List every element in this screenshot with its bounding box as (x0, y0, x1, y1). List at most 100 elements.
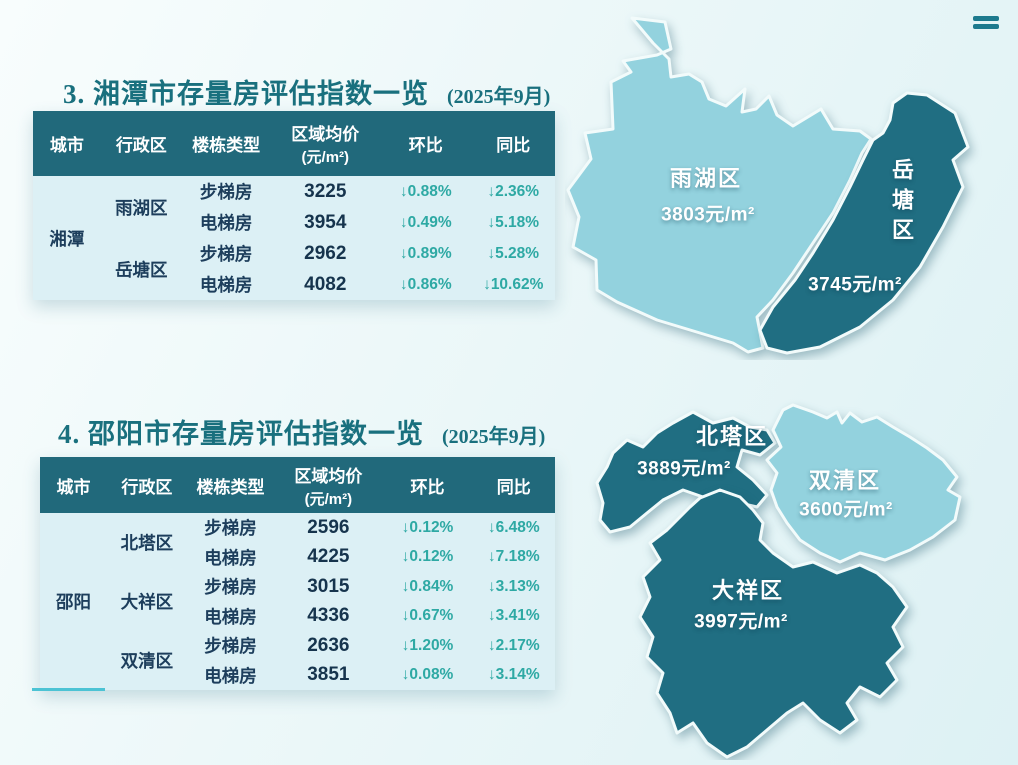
yoy-cell: ↓6.48% (472, 513, 555, 543)
price-cell: 3225 (270, 176, 381, 207)
yoy-cell: ↓7.18% (472, 542, 555, 572)
district-cell: 双清区 (106, 631, 187, 690)
map-region-yuhu (566, 16, 873, 354)
header-city: 城市 (40, 457, 107, 513)
header-avg-price: 区域均价 (元/m²) (270, 111, 381, 176)
table-row: 岳塘区 步梯房 2962 ↓0.89% ↓5.28% (33, 238, 555, 300)
yoy-cell: ↓3.14% (472, 660, 555, 690)
menu-icon[interactable] (973, 16, 999, 32)
price-cell: 4336 (274, 601, 383, 631)
price-cell: 2962 (270, 238, 381, 269)
table-row: 电梯房 3954 ↓0.49% ↓5.18% (33, 207, 555, 238)
region-price-shuangqing: 3600元/m² (799, 499, 893, 521)
table-row: 电梯房 4336 ↓0.67% ↓3.41% (40, 601, 555, 631)
mom-cell: ↓0.12% (382, 513, 473, 543)
table-header-row: 城市 行政区 楼栋类型 区域均价 (元/m²) 环比 同比 (33, 111, 555, 176)
mom-cell: ↓1.20% (382, 631, 473, 661)
region-price-beita: 3889元/m² (637, 458, 731, 480)
title-period: (2025年9月) (447, 86, 551, 108)
map-region-yuetang (758, 91, 970, 355)
price-cell: 3954 (270, 207, 381, 238)
yoy-cell: ↓2.36% (471, 176, 555, 207)
region-label-shuangqing: 双清区 (808, 468, 882, 493)
building-type-cell: 电梯房 (181, 269, 271, 300)
mom-cell: ↓0.86% (380, 269, 472, 300)
region-label-beita: 北塔区 (695, 424, 769, 449)
table-bottom-accent (32, 688, 105, 691)
city-cell: 湘潭 (33, 176, 101, 300)
header-price-unit: (元/m²) (304, 490, 353, 508)
yoy-cell: ↓3.13% (472, 572, 555, 602)
price-cell: 2636 (274, 631, 383, 661)
page-title: 4. 邵阳市存量房评估指数一览 (58, 419, 424, 449)
table-row: 大祥区 步梯房 3015 ↓0.84% ↓3.13% (40, 572, 555, 631)
header-city: 城市 (33, 111, 101, 176)
header-yoy: 同比 (472, 457, 555, 513)
yoy-cell: ↓2.17% (472, 631, 555, 661)
title-period: (2025年9月) (442, 426, 546, 448)
xiangtan-map (566, 16, 970, 355)
menu-icon-bar (973, 16, 999, 21)
district-cell: 雨湖区 (100, 176, 182, 238)
section-title-shaoyang: 4. 邵阳市存量房评估指数一览 (2025年9月) (58, 412, 545, 451)
xiangtan-index-table: 城市 行政区 楼栋类型 区域均价 (元/m²) 环比 同比 湘潭 雨湖区 步梯房 … (33, 111, 555, 300)
price-cell: 3015 (274, 572, 383, 602)
table-row: 电梯房 3851 ↓0.08% ↓3.14% (40, 660, 555, 690)
shaoyang-map (595, 403, 962, 759)
price-cell: 4225 (274, 542, 383, 572)
region-price-yuhu: 3803元/m² (661, 204, 755, 226)
price-cell: 4082 (270, 269, 381, 300)
price-cell: 3851 (274, 660, 383, 690)
table-row: 邵阳 北塔区 步梯房 2596 ↓0.12% ↓6.48% (40, 513, 555, 690)
map-region-daxiang (638, 488, 909, 759)
yoy-cell: ↓10.62% (471, 269, 555, 300)
region-label-yuetang: 岳塘区 (889, 158, 914, 248)
mom-cell: ↓0.84% (382, 572, 473, 602)
menu-icon-bar (973, 24, 999, 29)
header-avg-price-label: 区域均价 (294, 466, 363, 486)
mom-cell: ↓0.67% (382, 601, 473, 631)
header-mom: 环比 (382, 457, 473, 513)
page-title: 3. 湘潭市存量房评估指数一览 (63, 79, 429, 109)
mom-cell: ↓0.12% (382, 542, 473, 572)
region-price-yuetang: 3745元/m² (808, 274, 902, 296)
header-price-unit: (元/m²) (301, 149, 350, 166)
building-type-cell: 步梯房 (186, 513, 275, 543)
region-label-yuhu: 雨湖区 (669, 166, 743, 191)
header-district: 行政区 (106, 457, 187, 513)
yoy-cell: ↓3.41% (472, 601, 555, 631)
table-row: 湘潭 雨湖区 步梯房 3225 ↓0.88% ↓2.36% (33, 176, 555, 300)
city-cell: 邵阳 (40, 513, 107, 690)
building-type-cell: 电梯房 (186, 542, 275, 572)
mom-cell: ↓0.88% (380, 176, 472, 207)
mom-cell: ↓0.08% (382, 660, 473, 690)
building-type-cell: 步梯房 (181, 238, 271, 269)
building-type-cell: 电梯房 (181, 207, 271, 238)
mom-cell: ↓0.49% (380, 207, 472, 238)
building-type-cell: 电梯房 (186, 601, 275, 631)
building-type-cell: 步梯房 (181, 176, 271, 207)
header-building-type: 楼栋类型 (186, 457, 275, 513)
header-building-type: 楼栋类型 (181, 111, 271, 176)
section-title-xiangtan: 3. 湘潭市存量房评估指数一览 (2025年9月) (63, 72, 550, 111)
table-header-row: 城市 行政区 楼栋类型 区域均价 (元/m²) 环比 同比 (40, 457, 555, 513)
district-cell: 北塔区 (106, 513, 187, 572)
header-mom: 环比 (380, 111, 472, 176)
table-row: 电梯房 4082 ↓0.86% ↓10.62% (33, 269, 555, 300)
header-district: 行政区 (100, 111, 182, 176)
shaoyang-index-table: 城市 行政区 楼栋类型 区域均价 (元/m²) 环比 同比 邵阳 北塔区 步梯房 … (40, 457, 555, 690)
district-cell: 大祥区 (106, 572, 187, 631)
district-cell: 岳塘区 (100, 238, 182, 300)
building-type-cell: 步梯房 (186, 572, 275, 602)
building-type-cell: 电梯房 (186, 660, 275, 690)
table-row: 双清区 步梯房 2636 ↓1.20% ↓2.17% (40, 631, 555, 690)
mom-cell: ↓0.89% (380, 238, 472, 269)
region-price-daxiang: 3997元/m² (694, 611, 788, 633)
region-label-daxiang: 大祥区 (711, 578, 785, 603)
header-avg-price: 区域均价 (元/m²) (274, 457, 383, 513)
map-region-shuangqing (765, 403, 962, 564)
price-cell: 2596 (274, 513, 383, 543)
header-yoy: 同比 (471, 111, 555, 176)
header-avg-price-label: 区域均价 (291, 125, 360, 144)
